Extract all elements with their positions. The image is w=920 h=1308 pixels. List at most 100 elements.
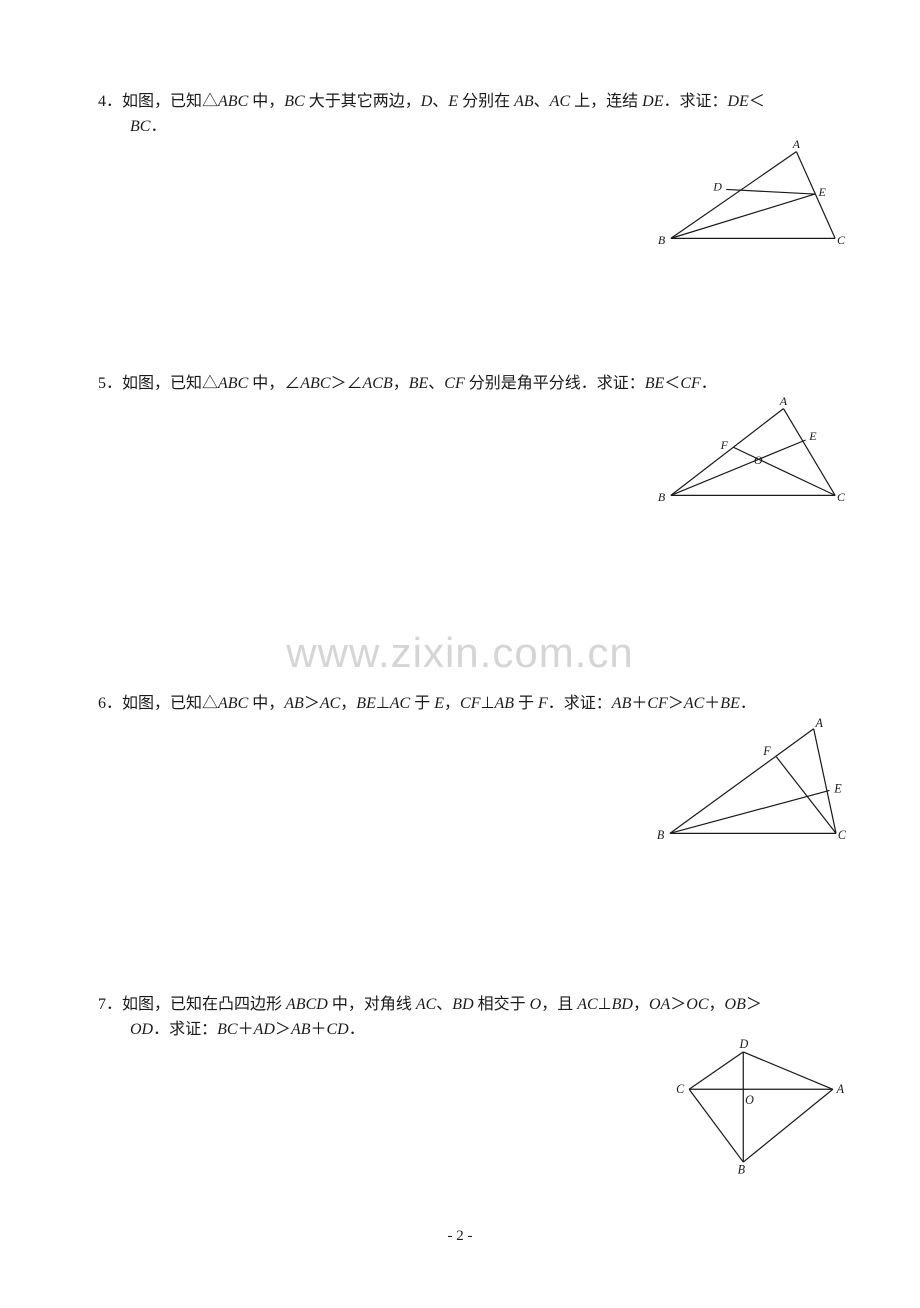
i: AB [514,93,534,110]
problem-4-text: 4．如图，已知△ABC 中，BC 大于其它两边，D、E 分别在 AB、AC 上，… [98,90,830,115]
i: AC [320,695,340,712]
i: F [538,695,548,712]
svg-text:F: F [720,438,729,452]
i: AC [550,93,570,110]
t: 分别是角平分线．求证： [465,375,645,392]
i: ABCD [286,996,328,1013]
i: DE [727,93,748,110]
svg-text:A: A [792,137,801,151]
svg-text:E: E [808,429,817,443]
problem-5-figure: A B C E F O [653,392,853,512]
t: ＋ [238,1021,254,1038]
t: 如图，已知△ [122,375,218,392]
i: CF [680,375,700,392]
i: DE [642,93,663,110]
svg-text:D: D [739,1037,749,1051]
problem-7-text: 7．如图，已知在凸四边形 ABCD 中，对角线 AC、BD 相交于 O，且 AC… [98,993,830,1018]
i: AC [577,996,597,1013]
i: D [421,93,433,110]
i: AC [684,695,704,712]
t: ． [701,375,717,392]
i: BE [356,695,376,712]
svg-text:B: B [658,233,666,247]
svg-text:C: C [838,828,847,842]
t: ＞ [275,1021,291,1038]
svg-text:O: O [754,453,763,467]
t: 中，∠ [248,375,300,392]
i: AB [291,1021,311,1038]
t: ， [340,695,356,712]
t: ，且 [541,996,577,1013]
svg-text:E: E [833,782,842,796]
page-number: - 2 - [0,1225,920,1248]
t: 上，连结 [570,93,642,110]
svg-text:C: C [837,490,846,504]
i: AB [494,695,514,712]
problem-7-figure: ABCDO [668,1037,854,1177]
svg-text:O: O [745,1093,754,1107]
problem-6-figure: ABCEF [653,712,853,852]
problem-4: 4．如图，已知△ABC 中，BC 大于其它两边，D、E 分别在 AB、AC 上，… [98,90,830,140]
i: AC [390,695,410,712]
t: ⊥ [481,695,495,712]
i: BD [452,996,473,1013]
t: ．求证： [663,93,727,110]
svg-text:B: B [738,1162,746,1176]
i: AC [416,996,436,1013]
i: E [434,695,444,712]
page: 4．如图，已知△ABC 中，BC 大于其它两边，D、E 分别在 AB、AC 上，… [0,0,920,1308]
t: 中， [248,93,284,110]
problem-5-num: 5． [98,375,122,392]
t: 相交于 [474,996,530,1013]
t: 分别在 [458,93,514,110]
t: ， [393,375,409,392]
i: OB [725,996,746,1013]
t: ． [150,118,166,135]
problem-5: 5．如图，已知△ABC 中，∠ABC＞∠ACB，BE、CF 分别是角平分线．求证… [98,372,830,397]
t: ＜ [664,375,680,392]
i: CF [647,695,667,712]
t: 、 [534,93,550,110]
i: BC [130,118,150,135]
t: 、 [436,996,452,1013]
i: ACB [363,375,393,392]
svg-text:D: D [712,179,722,193]
i: AB [284,695,304,712]
watermark: www.zixin.com.cn [0,620,920,685]
svg-text:B: B [658,490,666,504]
t: ＋ [631,695,647,712]
i: E [448,93,458,110]
t: 于 [410,695,434,712]
problem-7: 7．如图，已知在凸四边形 ABCD 中，对角线 AC、BD 相交于 O，且 AC… [98,993,830,1043]
problem-4-figure: A B C D E [653,135,853,255]
t: 中， [248,695,284,712]
i: BC [284,93,304,110]
svg-text:C: C [837,233,846,247]
t: ．求证： [548,695,612,712]
t: ＞ [670,996,686,1013]
svg-text:E: E [818,185,827,199]
problem-6-num: 6． [98,695,122,712]
t: 大于其它两边， [305,93,421,110]
i: OC [686,996,708,1013]
quadrilateral-icon: ABCDO [668,1037,854,1177]
t: 如图，已知△ [122,93,218,110]
i: AB [612,695,632,712]
svg-text:A: A [815,716,824,730]
i: ABC [300,375,330,392]
i: O [530,996,542,1013]
problem-6: 6．如图，已知△ABC 中，AB＞AC，BE⊥AC 于 E，CF⊥AB 于 F．… [98,692,830,717]
t: ． [740,695,756,712]
t: 中，对角线 [328,996,416,1013]
t: 如图，已知△ [122,695,218,712]
i: CF [444,375,464,392]
i: CF [460,695,480,712]
i: BE [409,375,429,392]
i: OD [130,1021,153,1038]
i: AD [254,1021,275,1038]
t: ．求证： [153,1021,217,1038]
i: ABC [218,93,248,110]
t: ＋ [704,695,720,712]
t: 、 [432,93,448,110]
svg-text:A: A [779,394,788,408]
